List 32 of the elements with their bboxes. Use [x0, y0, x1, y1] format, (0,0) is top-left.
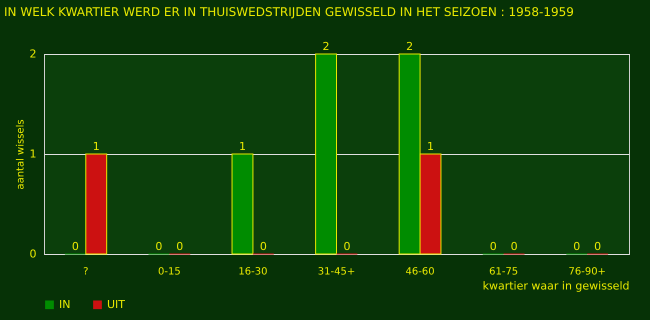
- data-label: 0: [573, 240, 580, 253]
- data-label: 0: [155, 240, 162, 253]
- data-label: 1: [427, 140, 434, 153]
- data-label: 0: [594, 240, 602, 253]
- data-label: 0: [260, 240, 267, 253]
- data-label: 0: [72, 240, 79, 253]
- data-label: 1: [238, 140, 246, 153]
- data-label: 0: [490, 240, 497, 253]
- x-tick-label: ?: [83, 266, 88, 278]
- y-axis-title: aantal wissels: [16, 119, 26, 190]
- data-label: 2: [406, 40, 414, 53]
- x-tick-label: 46-60: [406, 266, 435, 278]
- bar: [315, 54, 337, 254]
- y-tick-label: 1: [30, 148, 36, 160]
- chart-title: IN WELK KWARTIER WERD ER IN THUISWEDSTRIJDEN GEWISSELD IN HET SEIZOEN : 1958-1959: [4, 5, 574, 19]
- x-tick-label: 31-45+: [318, 266, 356, 278]
- data-label: 0: [343, 240, 350, 253]
- x-tick-label: 0-15: [158, 266, 181, 278]
- bar: [232, 154, 254, 254]
- data-label: 0: [510, 240, 518, 253]
- bar: [85, 154, 108, 254]
- data-label: 0: [176, 240, 184, 253]
- x-tick-label: 16-30: [238, 266, 268, 278]
- data-label: 1: [92, 140, 100, 153]
- x-axis-title: kwartier waar in gewisseld: [482, 280, 630, 292]
- x-tick-label: 76-90+: [568, 266, 606, 278]
- legend-label: IN: [59, 298, 70, 311]
- x-tick-label: 61-75: [489, 266, 518, 278]
- y-tick-label: 0: [30, 248, 36, 260]
- data-label: 2: [322, 40, 330, 53]
- y-tick-label: 2: [30, 48, 36, 60]
- legend-label: UIT: [107, 298, 126, 311]
